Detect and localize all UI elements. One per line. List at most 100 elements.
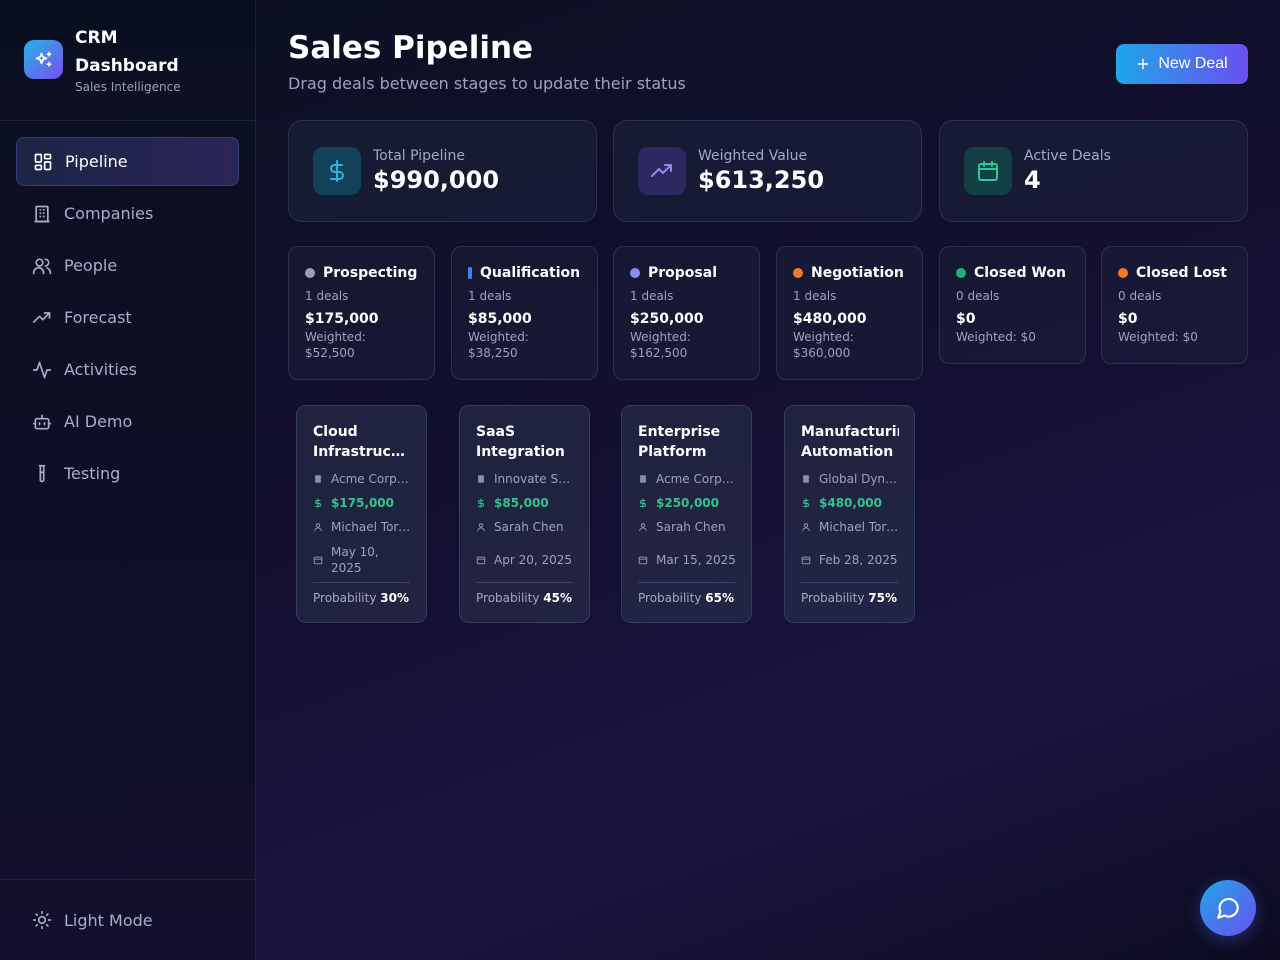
deal-title-line: Infrastructure: [313, 444, 411, 460]
stage-name: Closed Won: [974, 265, 1066, 281]
stage-qualification: Qualification 1 deals $85,000 Weighted: …: [451, 246, 598, 380]
deal-card[interactable]: Enterprise Platform Acme Corporation $250…: [621, 405, 752, 623]
deal-amount-text: $85,000: [494, 496, 549, 510]
stat-card-active-deals: Active Deals 4: [939, 120, 1248, 222]
stage-prospecting: Prospecting 1 deals $175,000 Weighted: $…: [288, 246, 435, 380]
stage-name: Prospecting: [323, 265, 418, 281]
calendar-icon: [476, 556, 486, 565]
stage-count: 0 deals: [956, 289, 1000, 303]
stage-weighted: Weighted: $52,500: [305, 330, 366, 360]
building-icon: [803, 475, 809, 483]
stage-count: 0 deals: [1118, 289, 1162, 303]
stage-name: Negotiation: [811, 265, 904, 281]
stage-weighted: Weighted: $0: [1118, 330, 1198, 344]
stat-card-total-pipeline: Total Pipeline $990,000: [288, 120, 597, 222]
sidebar-item-label: Pipeline: [65, 152, 128, 171]
deal-probability-label: Probability: [313, 591, 377, 605]
sidebar-item-activities[interactable]: Activities: [16, 345, 239, 394]
deal-title-line: Automation: [801, 444, 894, 460]
deal-title-line: Manufacturing: [801, 424, 899, 440]
stage-dot: [630, 268, 640, 278]
calendar-icon: [313, 556, 323, 565]
stage-dot: [1118, 268, 1128, 278]
deal-title-line: SaaS: [476, 424, 516, 440]
deal-amount: $85,000: [476, 496, 574, 510]
deal-date: Feb 28, 2025: [801, 544, 899, 576]
sun-icon: [32, 910, 52, 930]
theme-toggle-label: Light Mode: [64, 910, 153, 930]
dollar-icon: [313, 147, 361, 195]
deal-owner-text: Sarah Chen: [656, 520, 726, 534]
stage-weighted: Weighted: $360,000: [793, 330, 854, 360]
deal-company-text: Innovate Solutions: [494, 472, 574, 486]
deal-amount-text: $250,000: [656, 496, 720, 510]
deal-title: SaaS Integration: [476, 422, 574, 462]
deal-amount: $175,000: [313, 496, 411, 510]
sidebar: CRM Dashboard Sales Intelligence Pipelin…: [0, 0, 256, 960]
dollar-icon: [639, 498, 646, 508]
app-title: CRM Dashboard: [75, 28, 179, 76]
deal-title: Manufacturing Automation: [801, 422, 899, 462]
deal-date-text: Feb 28, 2025: [819, 553, 898, 567]
deal-owner-text: Sarah Chen: [494, 520, 564, 534]
sidebar-item-people[interactable]: People: [16, 241, 239, 290]
stage-name: Closed Lost: [1136, 265, 1227, 281]
plus-icon: [1137, 58, 1149, 70]
deal-card[interactable]: SaaS Integration Innovate Solutions $85,0…: [459, 405, 590, 623]
stage-proposal: Proposal 1 deals $250,000 Weighted: $162…: [613, 246, 760, 380]
dollar-icon: [314, 498, 321, 508]
deal-company-text: Acme Corporation: [331, 472, 411, 486]
stage-dot: [305, 268, 315, 278]
deal-probability-value: 30%: [380, 591, 409, 605]
stage-amount: $480,000: [793, 311, 867, 327]
theme-toggle[interactable]: Light Mode: [0, 879, 255, 960]
deal-amount: $480,000: [801, 496, 899, 510]
deal-company: Acme Corporation: [638, 472, 736, 486]
page-subtitle: Drag deals between stages to update thei…: [288, 74, 686, 93]
building-icon: [640, 475, 646, 483]
stage-amount: $175,000: [305, 311, 379, 327]
page-title: Sales Pipeline: [288, 30, 534, 66]
deal-probability-value: 65%: [705, 591, 734, 605]
sidebar-item-testing[interactable]: Testing: [16, 449, 239, 498]
new-deal-button[interactable]: New Deal: [1116, 44, 1248, 84]
trending-up-icon: [32, 311, 51, 323]
bot-icon: [32, 414, 52, 429]
sidebar-item-label: People: [64, 256, 118, 275]
stage-closed-won: Closed Won 0 deals $0 Weighted: $0: [939, 246, 1086, 364]
deal-date: Apr 20, 2025: [476, 544, 574, 576]
chat-button[interactable]: [1200, 880, 1256, 936]
sidebar-item-label: Companies: [64, 204, 154, 223]
calendar-icon: [638, 556, 648, 565]
deal-date: Mar 15, 2025: [638, 544, 736, 576]
grid-icon: [34, 153, 52, 170]
deal-card[interactable]: ManufacturingAutomation Global Dynamics …: [784, 405, 915, 623]
stage-name: Proposal: [648, 265, 718, 281]
stat-card-weighted-value: Weighted Value $613,250: [613, 120, 922, 222]
sidebar-item-label: Activities: [64, 360, 137, 379]
stage-count: 1 deals: [468, 289, 512, 303]
deal-company: Innovate Solutions: [476, 472, 574, 486]
sidebar-item-companies[interactable]: Companies: [16, 189, 239, 238]
building-icon: [315, 475, 321, 483]
deal-probability-label: Probability: [801, 591, 865, 605]
sidebar-item-ai-demo[interactable]: AI Demo: [16, 397, 239, 446]
sidebar-item-pipeline[interactable]: Pipeline: [16, 137, 239, 186]
dollar-icon: [477, 498, 484, 508]
sidebar-item-forecast[interactable]: Forecast: [16, 293, 239, 342]
trending-up-icon: [638, 147, 686, 195]
stage-negotiation: Negotiation 1 deals $480,000 Weighted: $…: [776, 246, 923, 380]
sidebar-item-label: Forecast: [64, 308, 132, 327]
user-icon: [314, 523, 322, 532]
stats-row: Total Pipeline $990,000 Weighted Value $…: [288, 120, 1248, 222]
deal-company: Acme Corporation: [313, 472, 411, 486]
deal-probability: Probability 65%: [638, 582, 735, 605]
deal-card[interactable]: Cloud Infrastructure Acme Corporation $17…: [296, 405, 427, 623]
calendar-icon: [964, 147, 1012, 195]
message-circle-icon: [1217, 897, 1239, 919]
deal-owner-text: Michael Torres: [331, 520, 411, 534]
deal-title: Cloud Infrastructure: [313, 422, 411, 462]
deal-company: Global Dynamics: [801, 472, 899, 486]
stage-closed-lost: Closed Lost 0 deals $0 Weighted: $0: [1101, 246, 1248, 364]
stat-label: Active Deals: [1024, 148, 1111, 164]
